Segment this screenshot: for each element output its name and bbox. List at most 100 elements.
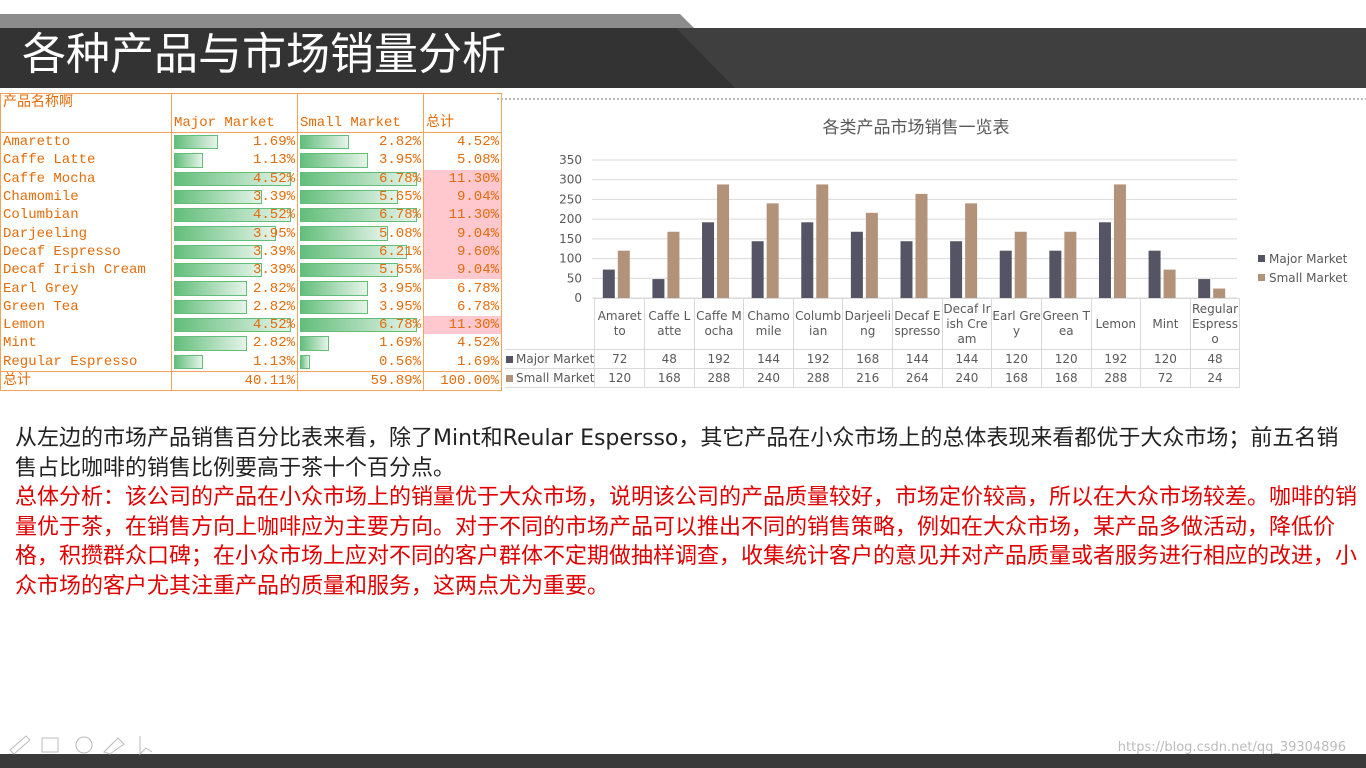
series-label: Major Market <box>505 349 596 369</box>
row-label: Columbian <box>0 206 172 225</box>
cell: 4.52% <box>423 132 502 152</box>
cell-value: 100.00% <box>440 372 499 389</box>
data-label: 72 <box>594 349 646 369</box>
table-row: Chamomile 3.39% 5.65% 9.04% <box>0 187 502 207</box>
x-tick-label: Decaf Irish Cream <box>941 298 993 350</box>
cell: 3.39% <box>171 187 298 207</box>
cell: 4.52% <box>171 206 298 225</box>
cell-value: 9.04% <box>456 189 499 206</box>
cell: 2.82% <box>171 334 298 353</box>
x-tick-label: Caffe Mocha <box>693 298 745 350</box>
data-label: 192 <box>1090 349 1142 369</box>
paragraph: 总体分析：该公司的产品在小众市场上的销量优于大众市场，说明该公司的产品质量较好，… <box>15 485 1358 599</box>
chart-title: 各类产品市场销售一览表 <box>823 118 1010 138</box>
cell-value: 4.52% <box>456 134 499 151</box>
cell: 9.04% <box>423 261 502 280</box>
cell-value: 1.69% <box>456 353 499 370</box>
bar <box>652 279 665 298</box>
data-label: 168 <box>1040 368 1092 388</box>
data-bar <box>174 244 262 260</box>
data-label: 144 <box>892 349 943 369</box>
y-tick-label: 100 <box>559 252 582 266</box>
cell-value: 4.52% <box>456 335 499 352</box>
bar <box>751 241 764 298</box>
data-label: 168 <box>644 368 695 388</box>
cell-value: 4.52% <box>252 317 295 334</box>
series-label: Small Market <box>505 368 596 388</box>
cell: 4.52% <box>171 315 298 335</box>
cell: 11.30% <box>423 206 502 225</box>
bar <box>1014 231 1027 298</box>
data-label: 264 <box>892 368 943 388</box>
data-label: 48 <box>1189 349 1241 369</box>
cell: 40.11% <box>171 370 298 391</box>
data-bar <box>300 299 369 314</box>
cell: 3.95% <box>297 279 424 298</box>
cell-value: 4.52% <box>252 170 295 187</box>
legend-label: Major Market <box>1269 252 1348 266</box>
data-label: 120 <box>1040 349 1092 369</box>
bar <box>1098 222 1111 298</box>
y-tick-label: 0 <box>574 291 582 305</box>
cell: 6.78% <box>297 206 424 225</box>
data-bar <box>300 226 388 241</box>
cell-value: 3.95% <box>378 280 421 297</box>
data-bar <box>174 336 247 351</box>
data-label: 288 <box>1090 368 1142 388</box>
x-tick-label: Lemon <box>1090 298 1142 350</box>
cell-value: 5.65% <box>378 189 421 206</box>
cell: 1.13% <box>171 151 298 170</box>
row-label: Caffe Mocha <box>0 169 172 188</box>
footer-bar <box>0 754 1366 768</box>
bar <box>950 241 963 298</box>
column-header: Major Market <box>171 93 298 133</box>
category-row: Amaretto Caffe Latte Caffe Mocha Chamomile C… <box>505 298 1241 350</box>
cell: 59.89% <box>297 370 424 391</box>
data-bar <box>300 354 310 369</box>
toolbar-icons <box>9 735 153 756</box>
cell: 6.21% <box>297 242 424 262</box>
bar <box>1113 184 1126 298</box>
cell-value: 3.95% <box>378 152 421 169</box>
legend-key <box>1258 274 1265 281</box>
cell-value: 6.78% <box>378 317 421 334</box>
bar <box>667 231 680 298</box>
bar <box>702 222 715 298</box>
table-row: Caffe Mocha 4.52% 6.78% 11.30% <box>0 169 502 188</box>
cell-value: 3.39% <box>252 243 295 260</box>
data-label: 216 <box>842 368 894 388</box>
cell-value: 40.11% <box>244 372 295 389</box>
data-bar <box>300 208 417 223</box>
corner <box>505 298 596 350</box>
legend-key <box>506 355 513 363</box>
data-bar <box>174 189 262 205</box>
cell-value: 6.78% <box>456 280 499 297</box>
cell: 1.69% <box>171 132 298 152</box>
row-label: Green Tea <box>0 297 172 316</box>
cell: 1.69% <box>423 352 502 372</box>
column-header: Small Market <box>297 93 424 133</box>
legend-label: Small Market <box>1269 271 1348 285</box>
bar <box>717 184 730 298</box>
column-header: 总计 <box>423 93 502 133</box>
cell-value: 2.82% <box>252 280 295 297</box>
cell: 4.52% <box>423 334 502 353</box>
bar <box>602 269 615 298</box>
data-bar <box>300 135 349 150</box>
cell: 9.04% <box>423 224 502 243</box>
row-label: Mint <box>0 334 172 353</box>
cell-value: 11.30% <box>448 317 499 334</box>
data-label: 120 <box>991 349 1042 369</box>
cell-value: 0.56% <box>378 353 421 370</box>
cell-value: 5.65% <box>378 262 421 279</box>
row-label: Regular Espresso <box>0 352 172 372</box>
row-label: Chamomile <box>0 187 172 207</box>
x-tick-label: Earl Grey <box>991 298 1042 350</box>
data-bar <box>174 263 262 278</box>
cell: 1.13% <box>171 352 298 372</box>
data-label: 168 <box>842 349 894 369</box>
bar <box>617 250 630 298</box>
analysis-text: 从左边的市场产品销售百分比表来看，除了Mint和Reular Espersso，… <box>15 424 1360 601</box>
cell-value: 3.39% <box>252 262 295 279</box>
cell-value: 5.08% <box>378 225 421 242</box>
